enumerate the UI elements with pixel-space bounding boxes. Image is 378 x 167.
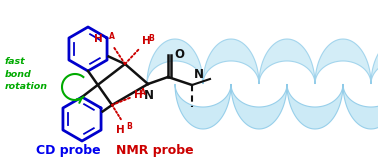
Polygon shape — [259, 39, 315, 84]
Polygon shape — [203, 39, 259, 84]
Text: fast
bond
rotation: fast bond rotation — [5, 57, 48, 91]
Polygon shape — [371, 39, 378, 84]
Text: A: A — [109, 32, 115, 41]
Text: H: H — [134, 90, 143, 100]
Text: CD probe: CD probe — [36, 144, 100, 157]
Polygon shape — [175, 84, 231, 129]
Polygon shape — [287, 84, 343, 129]
Text: N: N — [194, 68, 204, 81]
Text: B: B — [148, 34, 154, 43]
Text: O: O — [174, 47, 184, 60]
Polygon shape — [343, 84, 378, 129]
Text: H: H — [94, 34, 103, 44]
Text: B: B — [126, 122, 132, 131]
Text: H: H — [142, 36, 151, 46]
Text: N: N — [144, 89, 154, 102]
Text: A: A — [140, 88, 146, 97]
Polygon shape — [231, 84, 287, 129]
Polygon shape — [315, 39, 371, 84]
Polygon shape — [147, 39, 203, 84]
Text: NMR probe: NMR probe — [116, 144, 194, 157]
Text: H: H — [116, 125, 124, 135]
